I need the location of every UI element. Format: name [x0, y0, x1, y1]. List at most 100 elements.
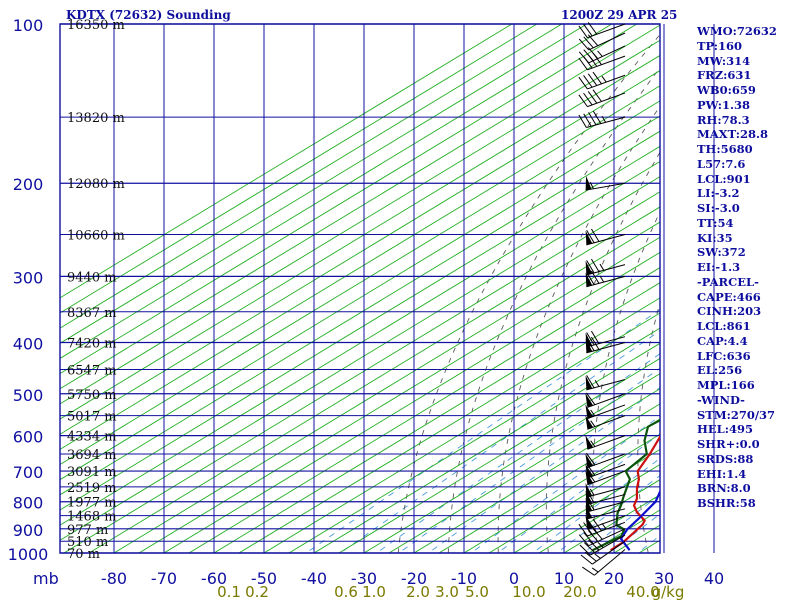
index-item: SHR+:0.0 — [697, 437, 760, 451]
height-label: 8367 m — [67, 306, 117, 321]
barb-full — [578, 51, 590, 64]
index-item: EHI:1.4 — [697, 466, 747, 481]
barb-full — [578, 76, 588, 90]
isotherm-line — [60, 24, 613, 359]
barb-full — [587, 91, 598, 104]
barb-staff — [586, 116, 626, 128]
wind-barb — [585, 270, 626, 288]
dewpoint-line — [592, 418, 660, 552]
index-item: KI:35 — [697, 230, 733, 245]
temperature-tick-label: -60 — [201, 569, 227, 588]
isotherm-line — [338, 357, 660, 553]
wind-barb — [585, 392, 626, 408]
barb-staff — [587, 415, 626, 430]
barb-staff — [586, 342, 626, 354]
index-item: EL:256 — [697, 363, 743, 378]
index-item: MPL:166 — [697, 378, 755, 392]
isotherm-line — [288, 327, 660, 553]
barb-full — [582, 566, 595, 576]
mixing-ratio-line — [339, 330, 660, 553]
index-item: -PARCEL- — [697, 274, 759, 289]
barb-full — [580, 554, 593, 565]
isotherm-lines — [60, 24, 660, 553]
height-label: 1977 m — [67, 496, 117, 511]
barb-flag — [585, 230, 593, 245]
mixing-ratio-label: 0.2 — [245, 583, 269, 600]
barb-flag — [585, 415, 594, 430]
barb-full — [585, 392, 596, 405]
temperature-tick-label: 20 — [604, 569, 624, 588]
barb-full — [587, 73, 598, 86]
mixing-ratio-line — [531, 457, 660, 553]
barb-half — [590, 409, 596, 417]
barb-full — [587, 22, 598, 35]
barb-flag — [585, 404, 594, 419]
barb-full — [592, 89, 602, 102]
barb-full — [583, 113, 592, 127]
isotherm-line — [60, 24, 563, 329]
chart-datetime: 1200Z 29 APR 25 — [561, 8, 678, 22]
barb-half — [601, 75, 607, 83]
barb-full — [586, 230, 595, 244]
wind-barb — [585, 375, 626, 391]
mixing-ratio-label: 40.0 — [626, 583, 659, 600]
wind-barb — [578, 22, 626, 39]
height-label: 13820 m — [67, 111, 125, 126]
index-item: MW:314 — [697, 53, 751, 68]
barb-flag — [585, 272, 593, 287]
barb-staff — [586, 234, 626, 246]
barb-full — [591, 336, 600, 350]
barb-staff — [594, 549, 626, 576]
height-label: 16350 m — [67, 18, 125, 33]
height-label: 4334 m — [67, 430, 117, 445]
barb-staff — [586, 501, 626, 513]
wind-barb — [582, 549, 626, 576]
pressure-tick-label: 500 — [13, 386, 44, 405]
barb-half — [591, 567, 599, 573]
isotherm-line — [488, 448, 660, 553]
barb-staff — [586, 264, 626, 276]
plot-frame — [59, 23, 661, 554]
index-item: SRDS:88 — [697, 451, 754, 466]
index-item: LFC:636 — [697, 348, 751, 363]
barb-staff — [587, 404, 626, 420]
pressure-tick-label: 800 — [13, 494, 44, 513]
barb-full — [592, 518, 602, 532]
barb-half — [589, 503, 595, 511]
barb-full — [586, 375, 595, 389]
barb-full — [591, 228, 600, 242]
barb-staff — [587, 435, 626, 450]
wind-barb — [585, 452, 626, 469]
barb-staff — [587, 470, 626, 486]
mixing-ratio-line — [496, 433, 660, 553]
wind-barb — [585, 228, 626, 246]
isotherm-line — [60, 85, 660, 450]
barb-half — [594, 553, 601, 559]
isotherm-line — [63, 191, 660, 553]
wind-barb — [578, 528, 626, 547]
barb-half — [597, 50, 603, 57]
wind-barb — [585, 404, 626, 420]
height-label: 2519 m — [67, 481, 117, 496]
isotherm-line — [60, 39, 660, 405]
pressure-tick-label: 100 — [13, 16, 44, 35]
isotherm-line — [313, 342, 660, 553]
height-label: 9440 m — [67, 270, 117, 285]
isotherm-line — [60, 54, 660, 420]
temperature-tick-label: -50 — [251, 569, 277, 588]
temperature-tick-label: 40 — [704, 569, 724, 588]
wind-barb — [585, 330, 626, 348]
x-axis-label: mb — [33, 569, 59, 588]
mixing-ratio-label: 5.0 — [465, 583, 489, 600]
sounding-traces — [592, 418, 660, 552]
wind-barb — [585, 415, 626, 430]
isotherm-line — [88, 206, 660, 553]
isotherm-line — [60, 115, 660, 481]
barb-half — [590, 440, 596, 447]
isotherm-line — [60, 70, 660, 435]
wind-barb — [585, 483, 626, 498]
index-item: STM:270/37 — [697, 407, 776, 422]
mixing-ratio-label: 3.0 — [435, 583, 459, 600]
temperature-tick-label: -20 — [401, 569, 427, 588]
